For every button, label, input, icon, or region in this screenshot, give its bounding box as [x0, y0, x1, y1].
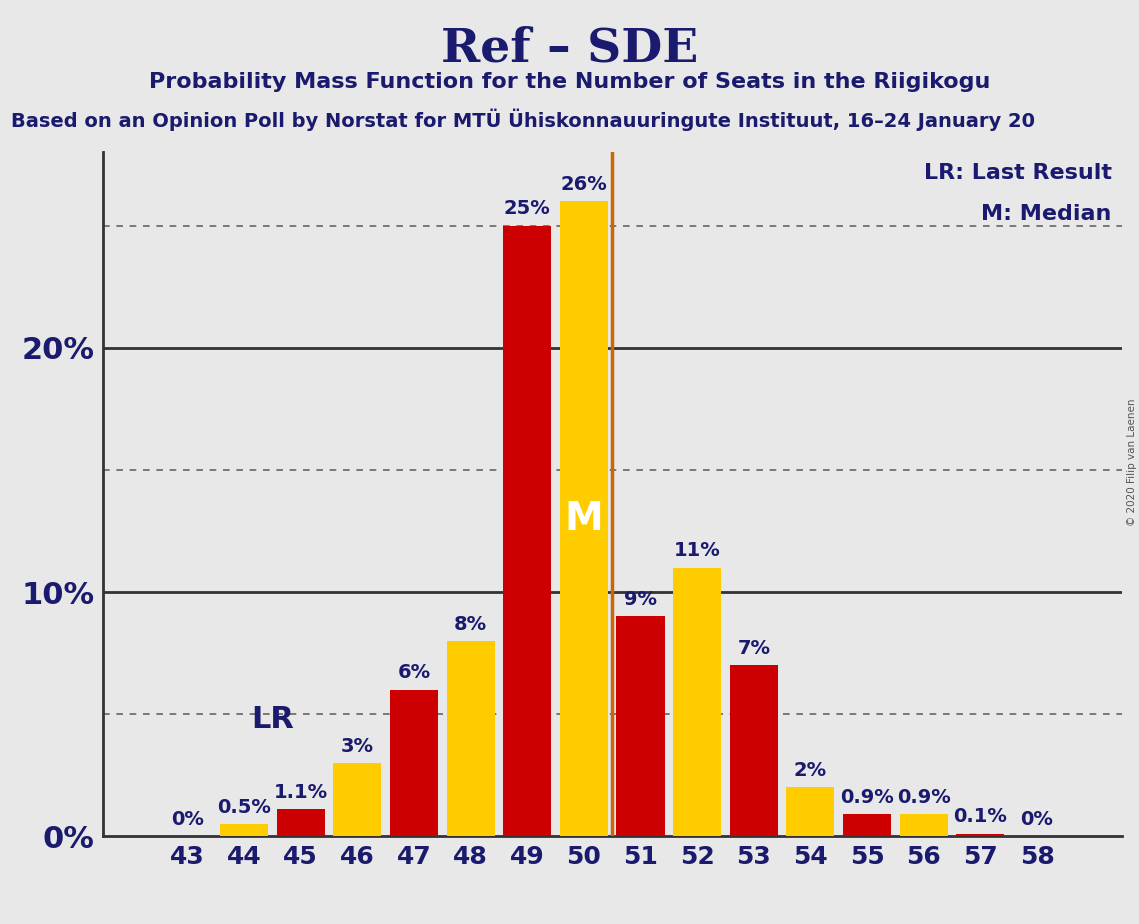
Text: 25%: 25%: [503, 200, 550, 218]
Bar: [843, 814, 891, 836]
Text: Based on an Opinion Poll by Norstat for MTÜ Ühiskonnauuringute Instituut, 16–24 : Based on an Opinion Poll by Norstat for …: [11, 109, 1035, 131]
Text: 1.1%: 1.1%: [273, 783, 328, 802]
Text: 7%: 7%: [737, 639, 770, 658]
Bar: [220, 824, 268, 836]
Text: 9%: 9%: [624, 590, 657, 609]
Text: M: Median: M: Median: [982, 203, 1112, 224]
Text: Ref – SDE: Ref – SDE: [441, 26, 698, 72]
Text: 0%: 0%: [1021, 810, 1054, 829]
Bar: [730, 665, 778, 836]
Bar: [673, 567, 721, 836]
Bar: [390, 689, 439, 836]
Text: M: M: [565, 500, 604, 538]
Text: 0.9%: 0.9%: [841, 788, 894, 807]
Text: © 2020 Filip van Laenen: © 2020 Filip van Laenen: [1126, 398, 1137, 526]
Bar: [560, 201, 608, 836]
Text: Probability Mass Function for the Number of Seats in the Riigikogu: Probability Mass Function for the Number…: [149, 72, 990, 92]
Bar: [900, 814, 948, 836]
Text: 2%: 2%: [794, 761, 827, 780]
Text: 6%: 6%: [398, 663, 431, 682]
Bar: [957, 833, 1005, 836]
Text: 0.1%: 0.1%: [953, 808, 1007, 826]
Bar: [446, 641, 494, 836]
Text: 11%: 11%: [674, 541, 721, 560]
Text: LR: LR: [251, 704, 294, 734]
Text: 0%: 0%: [171, 810, 204, 829]
Text: LR: Last Result: LR: Last Result: [924, 163, 1112, 183]
Text: 26%: 26%: [560, 175, 607, 194]
Bar: [277, 809, 325, 836]
Bar: [334, 763, 382, 836]
Bar: [786, 787, 835, 836]
Text: 3%: 3%: [341, 736, 374, 756]
Text: 0.9%: 0.9%: [896, 788, 951, 807]
Bar: [503, 225, 551, 836]
Bar: [616, 616, 664, 836]
Text: 0.5%: 0.5%: [218, 797, 271, 817]
Text: 8%: 8%: [454, 614, 487, 634]
